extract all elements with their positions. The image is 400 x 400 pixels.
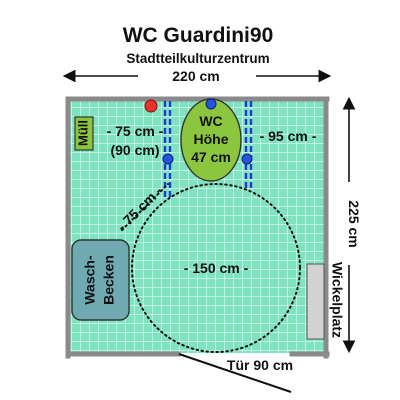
width-label: 220 cm	[172, 68, 219, 84]
depth-label: 225 cm	[346, 200, 362, 247]
turning-circle	[131, 183, 301, 353]
grab-bar-right-knob-icon	[241, 153, 253, 165]
emergency-button-icon	[144, 99, 158, 113]
door-leaf	[178, 353, 292, 393]
left-clearance-alt-label: (90 cm)	[110, 142, 159, 158]
toilet-label-3: 47 cm	[191, 149, 231, 165]
sink-label-1: Wasch-	[82, 255, 98, 305]
width-dimension: 220 cm	[62, 68, 332, 84]
door-label: Tür 90 cm	[227, 357, 293, 373]
walls	[65, 96, 330, 359]
turning-circle-label: - 150 cm -	[184, 260, 249, 276]
grab-bar-right	[241, 101, 253, 190]
flush-button-icon	[205, 98, 217, 110]
grab-bar-left	[162, 101, 174, 198]
changing-table	[306, 263, 325, 340]
right-clearance-label: - 95 cm -	[260, 128, 317, 144]
bin-label: Müll	[75, 120, 90, 146]
plan-subtitle: Stadtteilkulturzentrum	[126, 51, 269, 66]
plan-title: WC Guardini90	[123, 24, 274, 47]
toilet: WC Höhe 47 cm	[180, 98, 242, 182]
sink-label-2: Becken	[101, 255, 117, 305]
waste-bin: Müll	[74, 116, 94, 151]
changing-table-label: Wickelplatz	[329, 262, 345, 338]
toilet-label-2: Höhe	[194, 131, 229, 147]
depth-dimension: 225 cm	[342, 96, 362, 354]
grab-bar-left-knob-icon	[162, 153, 174, 165]
toilet-label-1: WC	[199, 113, 222, 129]
front-clearance-line	[121, 183, 169, 231]
wash-basin: Wasch- Becken	[71, 239, 130, 321]
left-clearance-label: - 75 cm -	[107, 123, 164, 139]
